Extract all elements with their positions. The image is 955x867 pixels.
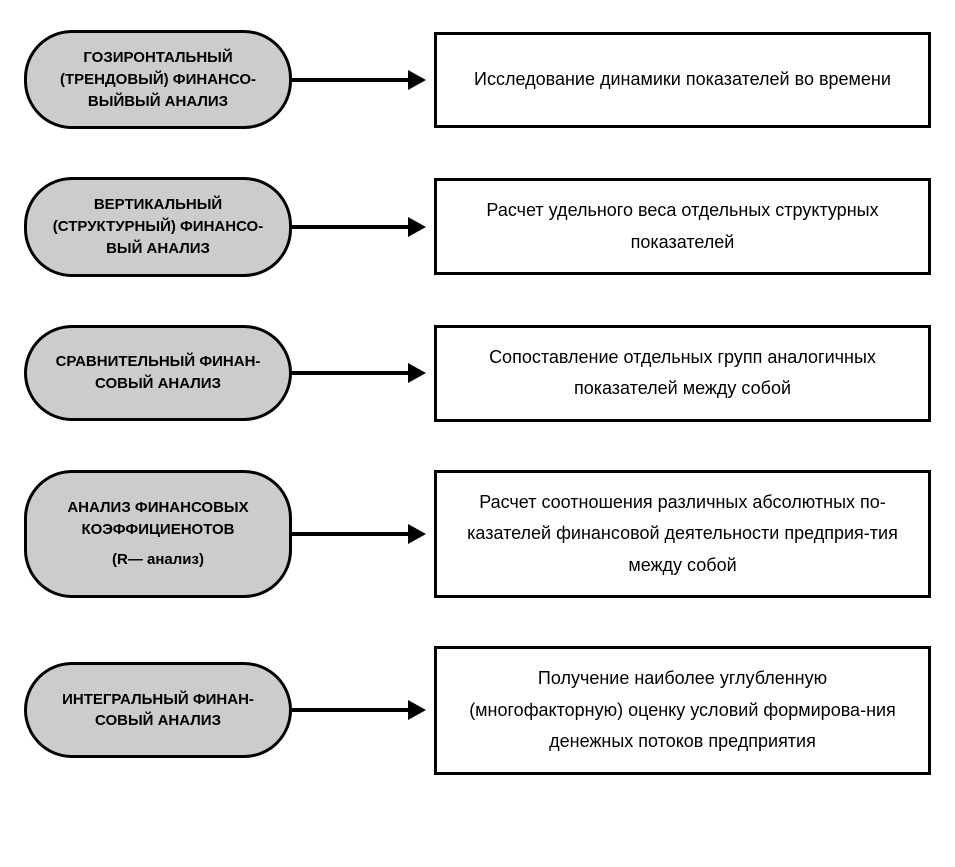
pill-label: ГОЗИРОНТАЛЬНЫЙ (ТРЕНДОВЫЙ) ФИНАНСО-ВЫЙВЫ… xyxy=(47,47,269,112)
box-text: Сопоставление отдельных групп аналогичны… xyxy=(461,342,904,405)
analysis-type-pill: ГОЗИРОНТАЛЬНЫЙ (ТРЕНДОВЫЙ) ФИНАНСО-ВЫЙВЫ… xyxy=(24,30,292,129)
arrow-line xyxy=(292,371,410,375)
pill-label: ВЕРТИКАЛЬНЫЙ (СТРУКТУРНЫЙ) ФИНАНСО-ВЫЙ А… xyxy=(47,194,269,259)
arrow-head-icon xyxy=(408,70,426,90)
arrow-head-icon xyxy=(408,217,426,237)
description-box: Расчет удельного веса отдельных структур… xyxy=(434,178,931,275)
box-text: Получение наиболее углубленную (многофак… xyxy=(461,663,904,758)
analysis-type-pill: СРАВНИТЕЛЬНЫЙ ФИНАН-СОВЫЙ АНАЛИЗ xyxy=(24,325,292,421)
pill-sublabel: (R— анализ) xyxy=(112,549,204,571)
arrow-head-icon xyxy=(408,524,426,544)
diagram-row: ГОЗИРОНТАЛЬНЫЙ (ТРЕНДОВЫЙ) ФИНАНСО-ВЫЙВЫ… xyxy=(24,30,931,129)
diagram-row: СРАВНИТЕЛЬНЫЙ ФИНАН-СОВЫЙ АНАЛИЗ Сопоста… xyxy=(24,325,931,422)
description-box: Сопоставление отдельных групп аналогичны… xyxy=(434,325,931,422)
description-box: Исследование динамики показателей во вре… xyxy=(434,32,931,128)
arrow-icon xyxy=(292,217,424,237)
diagram-row: ИНТЕГРАЛЬНЫЙ ФИНАН-СОВЫЙ АНАЛИЗ Получени… xyxy=(24,646,931,775)
pill-label: ИНТЕГРАЛЬНЫЙ ФИНАН-СОВЫЙ АНАЛИЗ xyxy=(47,689,269,733)
description-box: Расчет соотношения различных абсолютных … xyxy=(434,470,931,599)
arrow-icon xyxy=(292,524,424,544)
analysis-type-pill: ВЕРТИКАЛЬНЫЙ (СТРУКТУРНЫЙ) ФИНАНСО-ВЫЙ А… xyxy=(24,177,292,276)
box-text: Расчет соотношения различных абсолютных … xyxy=(461,487,904,582)
arrow-head-icon xyxy=(408,700,426,720)
arrow-line xyxy=(292,532,410,536)
pill-label: СРАВНИТЕЛЬНЫЙ ФИНАН-СОВЫЙ АНАЛИЗ xyxy=(47,351,269,395)
diagram-row: АНАЛИЗ ФИНАНСОВЫХ КОЭФФИЦИЕНОТОВ (R— ана… xyxy=(24,470,931,599)
arrow-line xyxy=(292,708,410,712)
diagram-row: ВЕРТИКАЛЬНЫЙ (СТРУКТУРНЫЙ) ФИНАНСО-ВЫЙ А… xyxy=(24,177,931,276)
pill-label: АНАЛИЗ ФИНАНСОВЫХ КОЭФФИЦИЕНОТОВ xyxy=(47,497,269,541)
description-box: Получение наиболее углубленную (многофак… xyxy=(434,646,931,775)
arrow-icon xyxy=(292,70,424,90)
box-text: Исследование динамики показателей во вре… xyxy=(474,64,891,96)
analysis-type-pill: ИНТЕГРАЛЬНЫЙ ФИНАН-СОВЫЙ АНАЛИЗ xyxy=(24,662,292,758)
arrow-icon xyxy=(292,363,424,383)
analysis-type-pill: АНАЛИЗ ФИНАНСОВЫХ КОЭФФИЦИЕНОТОВ (R— ана… xyxy=(24,470,292,598)
arrow-line xyxy=(292,225,410,229)
arrow-line xyxy=(292,78,410,82)
arrow-head-icon xyxy=(408,363,426,383)
box-text: Расчет удельного веса отдельных структур… xyxy=(461,195,904,258)
arrow-icon xyxy=(292,700,424,720)
